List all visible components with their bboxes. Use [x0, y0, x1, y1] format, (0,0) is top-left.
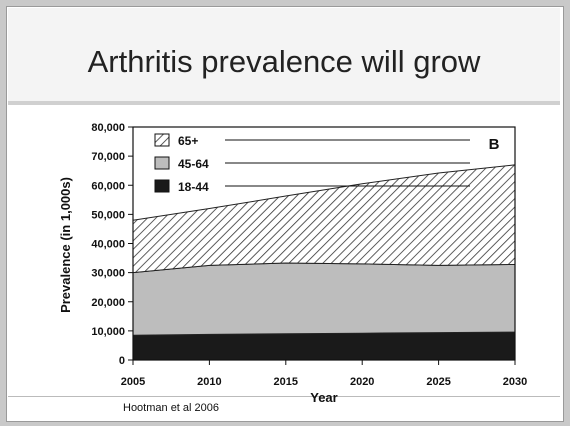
- legend-label-45-64: 45-64: [178, 157, 209, 171]
- title-divider: [8, 101, 560, 105]
- area-series-45-64: [132, 262, 516, 336]
- x-tick-label: 2015: [274, 376, 298, 388]
- legend-swatch-65+: [154, 133, 170, 147]
- y-tick-label: 10,000: [91, 326, 125, 338]
- y-tick-label: 40,000: [91, 239, 125, 251]
- x-tick-label: 2025: [426, 376, 450, 388]
- x-tick-label: 2010: [197, 376, 221, 388]
- slide-title: Arthritis prevalence will grow: [87, 44, 481, 79]
- x-tick-label: 2020: [350, 376, 374, 388]
- y-tick-label: 60,000: [91, 180, 125, 192]
- y-tick-label: 70,000: [91, 151, 125, 163]
- y-axis-label: Prevalence (in 1,000s): [58, 177, 73, 313]
- y-tick-label: 50,000: [91, 209, 125, 221]
- y-tick-label: 0: [119, 355, 125, 367]
- y-tick-label: 80,000: [91, 122, 125, 134]
- x-tick-label: 2030: [503, 376, 527, 388]
- legend-label-65+: 65+: [178, 134, 198, 148]
- y-tick-label: 30,000: [91, 268, 125, 280]
- area-series-18-44: [132, 331, 516, 361]
- citation-text: Hootman et al 2006: [123, 402, 220, 414]
- legend-swatch-18-44: [154, 179, 170, 193]
- x-tick-label: 2005: [121, 376, 145, 388]
- title-band: [8, 8, 560, 102]
- footer-divider: [8, 396, 560, 397]
- legend-swatch-45-64: [154, 156, 170, 170]
- y-tick-label: 20,000: [91, 297, 125, 309]
- legend-label-18-44: 18-44: [178, 180, 209, 194]
- x-axis-label: Year: [310, 390, 337, 405]
- panel-label: B: [489, 136, 500, 153]
